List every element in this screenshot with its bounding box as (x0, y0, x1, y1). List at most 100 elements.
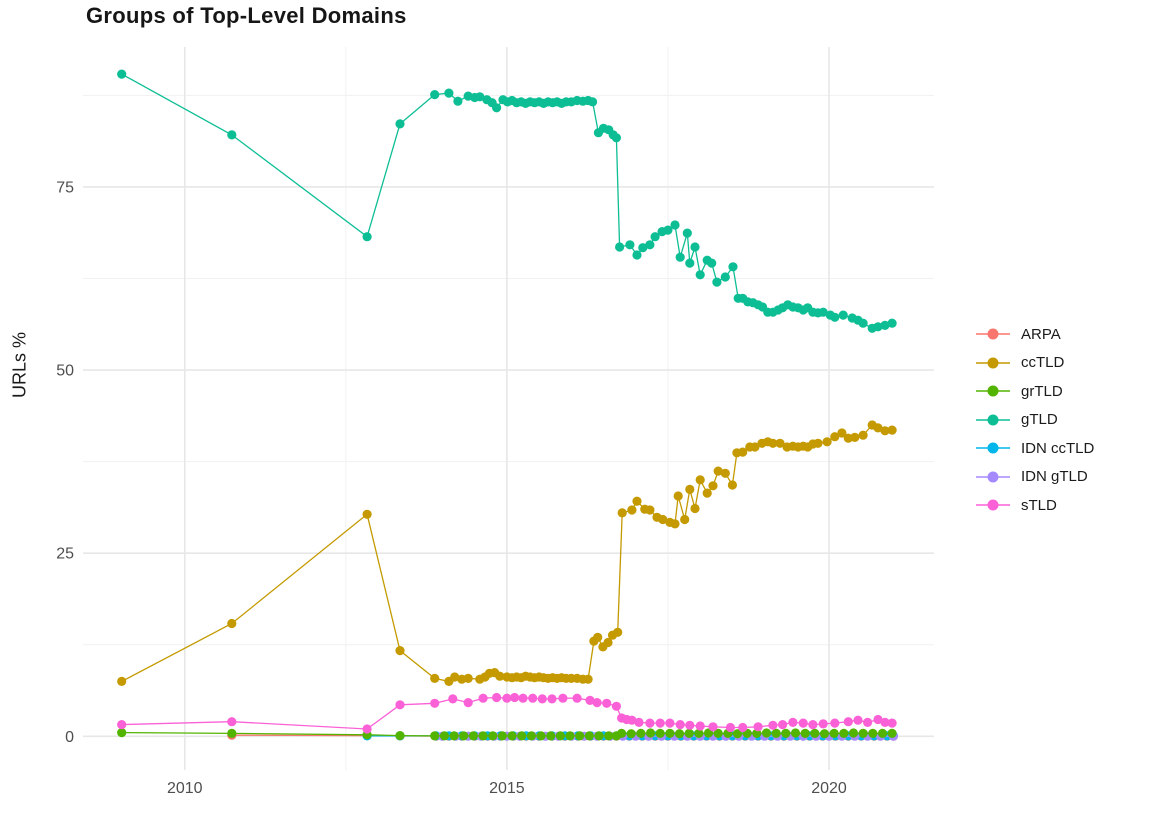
data-point-cctld (362, 509, 372, 519)
data-point-stld (558, 693, 568, 703)
data-point-gtld (117, 69, 127, 79)
data-point-gtld (682, 228, 692, 238)
data-point-gtld (588, 97, 598, 107)
data-point-gtld (685, 258, 695, 268)
data-point-cctld (603, 637, 613, 648)
data-point-grtld (536, 731, 546, 741)
legend-item-idn-gtld: IDN gTLD (976, 463, 1094, 492)
data-point-grtld (645, 728, 656, 738)
data-point-stld (492, 692, 502, 703)
data-point-gtld (880, 320, 890, 330)
data-point-cctld (768, 438, 778, 448)
data-point-grtld (732, 729, 743, 739)
data-point-stld (572, 693, 582, 703)
data-point-stld (768, 720, 778, 730)
data-point-cctld (830, 432, 840, 442)
data-point-grtld (617, 728, 627, 739)
data-point-cctld (680, 514, 690, 525)
data-point-cctld (645, 505, 655, 515)
data-point-grtld (829, 728, 839, 739)
data-point-cctld (702, 488, 712, 498)
data-point-stld (725, 722, 736, 733)
data-point-grtld (810, 728, 820, 739)
data-point-gtld (707, 258, 717, 268)
data-point-gtld (712, 277, 722, 287)
data-point-cctld (495, 671, 505, 681)
data-point-grtld (877, 728, 888, 739)
data-point-stld (395, 700, 405, 710)
data-point-cctld (738, 447, 748, 457)
data-point-cctld (583, 674, 593, 684)
data-point-stld (502, 693, 512, 703)
data-point-cctld (430, 673, 440, 684)
data-point-grtld (674, 729, 685, 739)
data-point-cctld (750, 442, 760, 452)
data-point-stld (695, 721, 705, 731)
data-point-gtld (695, 270, 705, 280)
data-point-gtld (650, 232, 660, 242)
data-point-gtld (492, 103, 502, 113)
data-point-stld (585, 695, 595, 706)
data-point-grtld (713, 728, 723, 739)
data-point-grtld (761, 728, 772, 738)
data-point-cctld (613, 627, 623, 637)
data-point-gtld (430, 90, 440, 100)
data-point-stld (227, 717, 237, 727)
data-point-grtld (594, 731, 604, 741)
data-point-cctld (658, 514, 668, 525)
data-point-cctld (713, 466, 723, 476)
data-point-cctld (685, 484, 695, 494)
data-point-stld (778, 720, 788, 730)
data-point-stld (602, 698, 612, 708)
data-point-gtld (690, 242, 700, 252)
data-point-cctld (227, 618, 237, 629)
data-point-grtld (584, 731, 594, 741)
data-point-stld (547, 694, 557, 704)
data-point-gtld (444, 88, 454, 98)
data-point-grtld (227, 728, 237, 739)
data-point-stld (463, 698, 473, 708)
data-point-stld (808, 720, 818, 730)
data-point-grtld (655, 728, 665, 739)
legend-key-gtld (976, 414, 1010, 426)
data-point-cctld (813, 438, 823, 448)
data-point-stld (537, 694, 547, 704)
data-point-stld (798, 718, 808, 728)
x-tick-label: 2020 (811, 780, 847, 797)
data-point-grtld (517, 731, 527, 741)
data-point-stld (843, 717, 853, 727)
data-point-grtld (868, 728, 878, 739)
legend: ARPA ccTLD grTLD gTLD IDN ccTLD IDN gTLD sTLD (976, 320, 1094, 520)
data-point-grtld (468, 731, 478, 741)
data-point-grtld (839, 728, 849, 739)
data-point-gtld (728, 262, 738, 272)
data-point-stld (611, 701, 622, 711)
data-point-cctld (450, 672, 460, 682)
data-point-grtld (395, 731, 405, 741)
legend-label-idn-gtld: IDN gTLD (1021, 468, 1088, 486)
legend-key-stld (976, 499, 1010, 511)
data-point-grtld (565, 731, 575, 741)
data-point-cctld (850, 432, 860, 442)
legend-item-idn-cctld: IDN ccTLD (976, 434, 1094, 463)
data-point-gtld (858, 318, 868, 328)
data-point-cctld (727, 480, 738, 490)
legend-label-grtld: grTLD (1021, 382, 1063, 400)
data-point-gtld (645, 240, 655, 250)
data-point-grtld (546, 731, 556, 741)
data-point-grtld (604, 731, 614, 741)
data-point-grtld (819, 729, 830, 739)
data-point-grtld (771, 728, 781, 739)
data-point-cctld (873, 423, 883, 433)
data-point-gtld (475, 92, 485, 102)
legend-label-idn-cctld: IDN ccTLD (1021, 439, 1095, 457)
data-point-stld (430, 698, 440, 708)
data-point-stld (685, 720, 695, 730)
data-point-stld (880, 717, 890, 728)
data-point-stld (708, 722, 718, 732)
data-point-stld (788, 717, 798, 728)
x-tick-label: 2015 (489, 780, 525, 797)
data-point-gtld (675, 252, 685, 262)
data-point-cctld (117, 676, 127, 687)
